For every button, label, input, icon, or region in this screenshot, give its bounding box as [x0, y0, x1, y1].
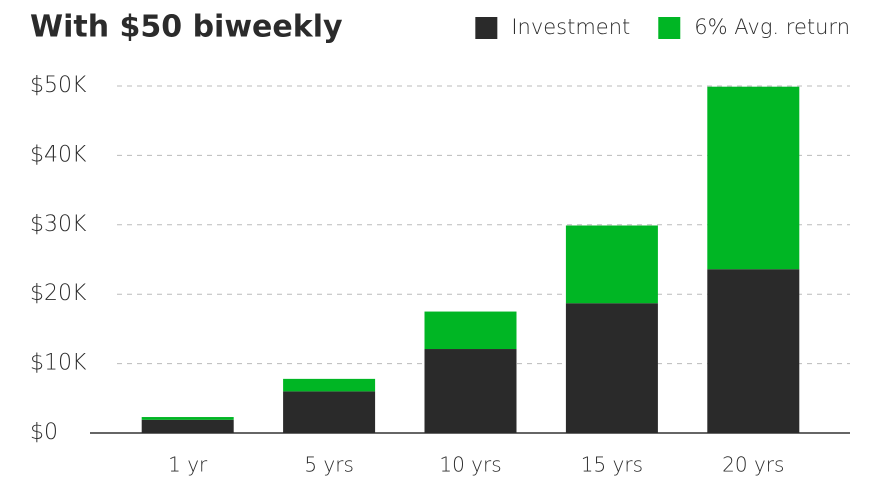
legend-label: 6% Avg. return: [694, 15, 850, 39]
y-tick-label: $30K: [30, 212, 87, 237]
legend-swatch: [475, 17, 498, 39]
bar-segment: [707, 269, 800, 433]
bar-segment: [424, 311, 517, 350]
bar-segment: [141, 417, 234, 420]
bar-segment: [707, 86, 800, 270]
x-tick-label: 5 yrs: [304, 453, 354, 477]
x-tick-label: 15 yrs: [581, 453, 643, 477]
y-tick-label: $0: [30, 420, 58, 445]
bar-segment: [141, 419, 234, 433]
bar-segment: [424, 349, 517, 433]
x-tick-label: 1 yr: [168, 453, 208, 477]
bar-segment: [565, 303, 658, 433]
legend-label: Investment: [511, 15, 630, 39]
y-tick-label: $10K: [30, 351, 87, 376]
x-tick-label: 10 yrs: [439, 453, 501, 477]
bar-segment: [283, 391, 376, 433]
y-tick-label: $20K: [30, 281, 87, 306]
bar-segment: [565, 225, 658, 304]
x-tick-label: 20 yrs: [722, 453, 784, 477]
legend-swatch: [658, 17, 681, 39]
y-tick-label: $50K: [30, 73, 87, 98]
bar-segment: [283, 378, 376, 392]
chart-title: With $50 biweekly: [30, 10, 343, 45]
y-tick-label: $40K: [30, 142, 87, 167]
